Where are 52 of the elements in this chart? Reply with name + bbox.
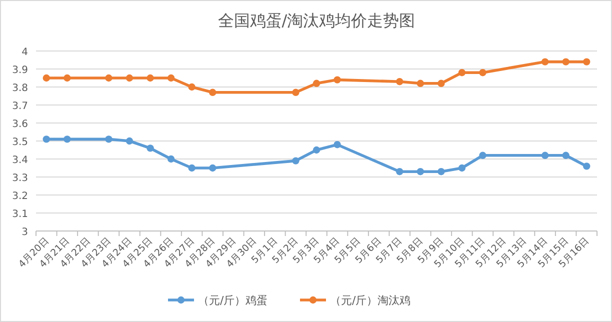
point bbox=[292, 157, 300, 164]
legend-label: （元/斤）鸡蛋 bbox=[198, 294, 268, 307]
point bbox=[126, 74, 134, 82]
point bbox=[146, 144, 154, 152]
point bbox=[396, 78, 404, 86]
y-tick-label: 3 bbox=[22, 227, 28, 238]
y-tick-label: 3.5 bbox=[12, 137, 28, 148]
point bbox=[562, 58, 570, 66]
point bbox=[292, 88, 300, 96]
y-tick-label: 3.7 bbox=[12, 101, 28, 112]
y-tick-label: 3.1 bbox=[12, 209, 28, 220]
point bbox=[541, 58, 549, 66]
point bbox=[479, 69, 486, 76]
point bbox=[479, 152, 486, 159]
point bbox=[312, 146, 320, 154]
chart-title: 全国鸡蛋/淘汰鸡均价走势图 bbox=[218, 11, 416, 30]
y-tick-label: 3.4 bbox=[12, 155, 28, 166]
point bbox=[209, 164, 216, 172]
point bbox=[209, 88, 216, 96]
point bbox=[541, 152, 549, 159]
point bbox=[167, 155, 175, 163]
y-tick-label: 4 bbox=[22, 47, 28, 58]
point bbox=[334, 76, 341, 84]
point bbox=[105, 74, 112, 82]
point bbox=[126, 137, 134, 145]
point bbox=[42, 74, 50, 82]
point bbox=[64, 136, 71, 143]
point bbox=[396, 168, 404, 176]
point bbox=[416, 168, 424, 176]
point bbox=[42, 136, 50, 143]
y-tick-label: 3.3 bbox=[12, 173, 28, 184]
point bbox=[188, 164, 196, 172]
point bbox=[562, 152, 570, 159]
y-tick-label: 3.9 bbox=[12, 65, 28, 76]
point bbox=[146, 74, 154, 82]
point bbox=[438, 168, 445, 176]
point bbox=[438, 80, 445, 87]
point bbox=[312, 80, 320, 87]
point bbox=[334, 141, 341, 148]
legend-label: （元/斤）淘汰鸡 bbox=[330, 294, 411, 307]
point bbox=[458, 69, 466, 76]
y-tick-label: 3.8 bbox=[12, 83, 28, 94]
point bbox=[105, 136, 112, 143]
point bbox=[416, 80, 424, 87]
point bbox=[458, 164, 466, 172]
point bbox=[188, 83, 196, 91]
y-tick-label: 3.6 bbox=[12, 119, 28, 130]
point bbox=[167, 74, 175, 82]
point bbox=[583, 58, 590, 66]
point bbox=[583, 162, 590, 170]
point bbox=[64, 74, 71, 82]
y-tick-label: 3.2 bbox=[12, 191, 28, 202]
